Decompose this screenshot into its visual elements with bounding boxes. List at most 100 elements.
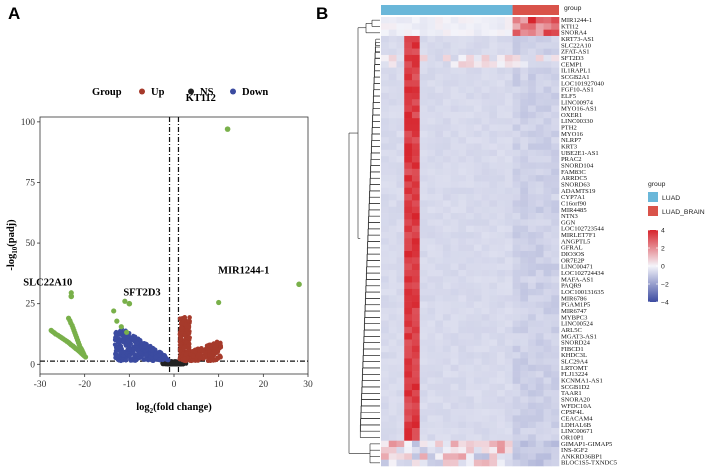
heatmap-cell: [512, 282, 521, 290]
x-tick-label: 30: [303, 380, 313, 390]
heatmap-cell: [458, 377, 467, 385]
heatmap-cell: [442, 35, 451, 43]
heatmap-cell: [481, 111, 490, 119]
heatmap-cell: [535, 434, 544, 442]
heatmap-cell: [520, 156, 529, 163]
heatmap-cell: [497, 326, 506, 334]
heatmap-cell: [512, 238, 521, 245]
heatmap-cell: [512, 168, 521, 176]
heatmap-cell: [489, 326, 498, 334]
heatmap-cell: [489, 61, 498, 68]
heatmap-cell: [504, 67, 513, 75]
heatmap-cell: [551, 250, 560, 258]
heatmap-cell: [520, 326, 529, 334]
heatmap-cell: [450, 326, 459, 334]
heatmap-cell: [528, 238, 537, 245]
heatmap-cell: [466, 124, 475, 132]
heatmap-cell: [520, 118, 529, 125]
heatmap-cell: [435, 80, 444, 87]
heatmap-cell: [473, 377, 482, 385]
heatmap-cell: [528, 345, 537, 353]
heatmap-cell: [543, 54, 552, 62]
heatmap-cell: [528, 111, 537, 119]
heatmap-cell: [535, 232, 544, 239]
heatmap-cell: [543, 99, 552, 106]
heatmap-cell: [504, 99, 513, 106]
heatmap-cell: [504, 42, 513, 49]
heatmap-cell: [528, 402, 537, 410]
heatmap-cell: [450, 219, 459, 226]
heatmap-cell: [419, 421, 428, 429]
heatmap-cell: [404, 181, 413, 189]
heatmap-cell: [404, 320, 413, 328]
heatmap-cell: [551, 73, 560, 81]
heatmap-cell: [497, 206, 506, 214]
heatmap-cell: [535, 162, 544, 170]
heatmap-cell: [396, 206, 405, 214]
heatmap-cell: [419, 326, 428, 334]
heatmap-cell: [481, 371, 490, 378]
heatmap-cell: [535, 244, 544, 252]
heatmap-cell: [442, 156, 451, 163]
heatmap-cell: [551, 383, 560, 391]
heatmap-cell: [504, 149, 513, 157]
heatmap-cell: [411, 250, 420, 258]
heatmap-cell: [481, 339, 490, 347]
heatmap-cell: [404, 428, 413, 435]
heatmap-cell: [450, 333, 459, 340]
heatmap-cell: [404, 225, 413, 233]
heatmap-cell: [497, 295, 506, 302]
heatmap-cell: [442, 383, 451, 391]
heatmap-cell: [528, 447, 537, 454]
heatmap-cell: [481, 124, 490, 132]
heatmap-cell: [381, 130, 390, 138]
heatmap-cell: [419, 396, 428, 404]
heatmap-cell: [388, 339, 397, 347]
heatmap-cell: [497, 225, 506, 233]
heatmap-cell: [427, 257, 436, 264]
heatmap-cell: [504, 137, 513, 144]
heatmap-cell: [381, 352, 390, 359]
heatmap-cell: [427, 118, 436, 125]
heatmap-cell: [528, 339, 537, 347]
heatmap-cell: [427, 23, 436, 30]
labeled-point: [296, 281, 302, 288]
heatmap-cell: [388, 295, 397, 302]
heatmap-cell: [381, 358, 390, 366]
heatmap-cell: [551, 339, 560, 347]
heatmap-cell: [543, 225, 552, 233]
heatmap-cell: [419, 295, 428, 302]
heatmap-cell: [535, 377, 544, 385]
heatmap-cell: [497, 453, 506, 460]
heatmap-cell: [404, 73, 413, 81]
heatmap-cell: [466, 232, 475, 239]
heatmap-cell: [419, 250, 428, 258]
heatmap-cell: [520, 345, 529, 353]
gene-label: SNORD104: [561, 163, 594, 170]
heatmap-cell: [458, 244, 467, 252]
gene-label: MIR4485: [561, 207, 587, 214]
heatmap-cell: [381, 396, 390, 404]
heatmap-cell: [489, 67, 498, 75]
heatmap-cell: [512, 42, 521, 49]
heatmap-cell: [473, 257, 482, 264]
heatmap-cell: [458, 187, 467, 195]
heatmap-cell: [381, 288, 390, 296]
heatmap-cell: [435, 200, 444, 208]
heatmap-cell: [481, 421, 490, 429]
heatmap-cell: [450, 162, 459, 170]
heatmap-cell: [411, 371, 420, 378]
group-bar-luad: [381, 5, 513, 15]
down-point: [128, 358, 134, 363]
heatmap-cell: [473, 288, 482, 296]
heatmap-cell: [458, 168, 467, 176]
heatmap-cell: [497, 29, 506, 37]
threshold-lines: [40, 117, 308, 374]
heatmap-cell: [466, 326, 475, 334]
heatmap-cell: [512, 257, 521, 264]
heatmap-cell: [543, 143, 552, 151]
heatmap-cell: [442, 390, 451, 397]
heatmap-cell: [381, 269, 390, 277]
heatmap-cell: [427, 206, 436, 214]
